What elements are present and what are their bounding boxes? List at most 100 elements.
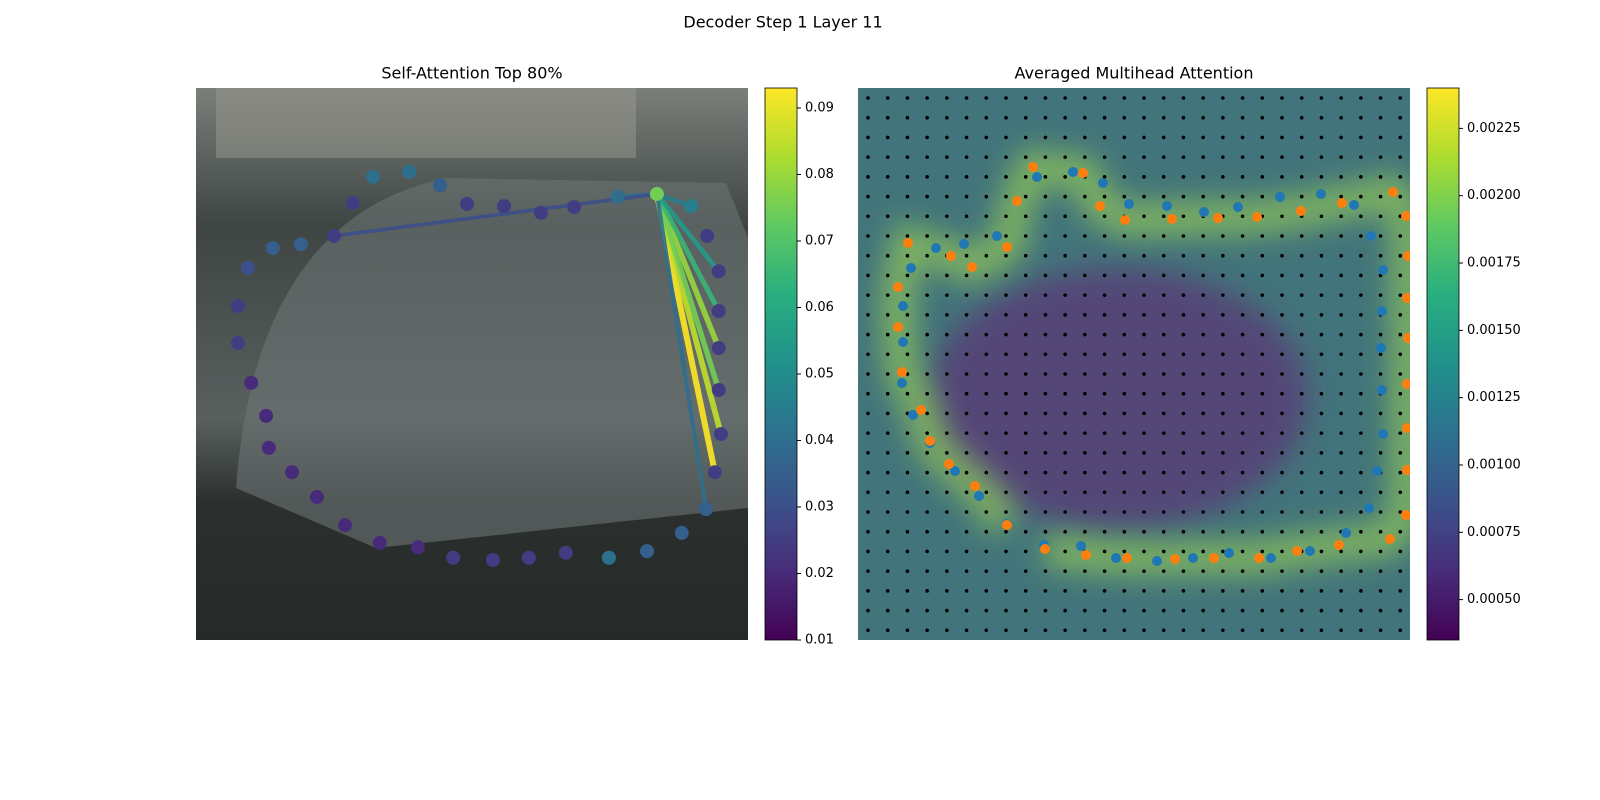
grid-dot (1359, 313, 1363, 317)
grid-dot (1181, 431, 1186, 435)
grid-dot (1142, 411, 1146, 416)
colorbar-tick-label: 0.00150 (1467, 323, 1521, 338)
grid-dot (1319, 96, 1324, 100)
grid-dot (1004, 372, 1008, 376)
grid-dot (1043, 155, 1048, 159)
grid-dot (1260, 253, 1265, 258)
grid-dot (964, 253, 969, 258)
grid-dot (885, 194, 890, 199)
grid-dot (1240, 332, 1245, 337)
grid-dot (1181, 411, 1186, 416)
point (1305, 546, 1315, 556)
grid-dot (1299, 135, 1304, 140)
point (946, 251, 956, 261)
grid-dot (1102, 510, 1107, 514)
grid-dot (1280, 135, 1284, 140)
grid-dot (1122, 431, 1127, 435)
point (402, 164, 417, 179)
grid-dot (1398, 549, 1403, 554)
grid-dot (945, 529, 949, 534)
grid-dot (1398, 115, 1403, 120)
point (1385, 534, 1395, 544)
grid-dot (1181, 490, 1186, 495)
grid-dot (964, 372, 969, 376)
grid-dot (945, 490, 949, 495)
grid-dot (1240, 135, 1245, 140)
grid-dot (1161, 411, 1166, 416)
grid-dot (984, 135, 989, 140)
grid-dot (1063, 175, 1067, 179)
grid-dot (1359, 135, 1363, 140)
grid-dot (925, 411, 929, 416)
point (893, 322, 903, 332)
grid-dot (925, 352, 929, 357)
grid-dot (1339, 451, 1343, 455)
grid-dot (964, 135, 969, 140)
grid-dot (1240, 431, 1245, 435)
grid-dot (885, 490, 890, 495)
grid-dot (885, 332, 890, 337)
grid-dot (1161, 569, 1166, 573)
grid-dot (1063, 352, 1067, 357)
grid-dot (1201, 589, 1205, 593)
grid-dot (1299, 470, 1304, 475)
grid-dot (905, 549, 910, 554)
grid-dot (1122, 391, 1127, 396)
grid-dot (1240, 529, 1245, 534)
grid-dot (964, 214, 969, 219)
grid-dot (1398, 490, 1403, 495)
grid-dot (1260, 411, 1265, 416)
grid-dot (866, 293, 870, 297)
point (1402, 465, 1410, 475)
grid-dot (945, 470, 949, 475)
grid-dot (1201, 175, 1205, 179)
grid-dot (1023, 529, 1028, 534)
grid-dot (1260, 451, 1265, 455)
grid-dot (1023, 391, 1028, 396)
grid-dot (1378, 175, 1383, 179)
attention-line (654, 193, 722, 391)
grid-dot (1299, 628, 1304, 633)
grid-dot (1083, 115, 1087, 120)
point (558, 545, 573, 560)
colorbar-tick-label: 0.00125 (1467, 390, 1521, 405)
point (1401, 211, 1410, 221)
grid-dot (1201, 510, 1205, 514)
grid-dot (1023, 510, 1028, 514)
grid-dot (925, 175, 929, 179)
grid-dot (925, 431, 929, 435)
grid-dot (945, 510, 949, 514)
grid-dot (1398, 372, 1403, 376)
grid-dot (1339, 608, 1343, 613)
grid-dot (1083, 135, 1087, 140)
point (699, 502, 714, 517)
grid-dot (925, 96, 929, 100)
grid-dot (1023, 194, 1028, 199)
grid-dot (1181, 96, 1186, 100)
panel-title: Averaged Multihead Attention (1015, 64, 1254, 83)
grid-dot (1260, 194, 1265, 199)
grid-dot (1359, 510, 1363, 514)
grid-dot (1359, 608, 1363, 613)
point (1162, 201, 1172, 211)
grid-dot (1181, 372, 1186, 376)
point (970, 481, 980, 491)
grid-dot (1004, 175, 1008, 179)
grid-dot (1201, 490, 1205, 495)
grid-dot (925, 451, 929, 455)
grid-dot (1240, 569, 1245, 573)
point (1124, 199, 1134, 209)
point (1252, 212, 1262, 222)
grid-dot (866, 313, 870, 317)
grid-dot (1359, 451, 1363, 455)
grid-dot (1359, 391, 1363, 396)
grid-dot (1240, 391, 1245, 396)
grid-dot (1280, 175, 1284, 179)
point (1254, 553, 1264, 563)
grid-dot (1339, 569, 1343, 573)
grid-dot (1201, 96, 1205, 100)
grid-dot (1023, 372, 1028, 376)
point (944, 459, 954, 469)
point (1402, 379, 1410, 389)
